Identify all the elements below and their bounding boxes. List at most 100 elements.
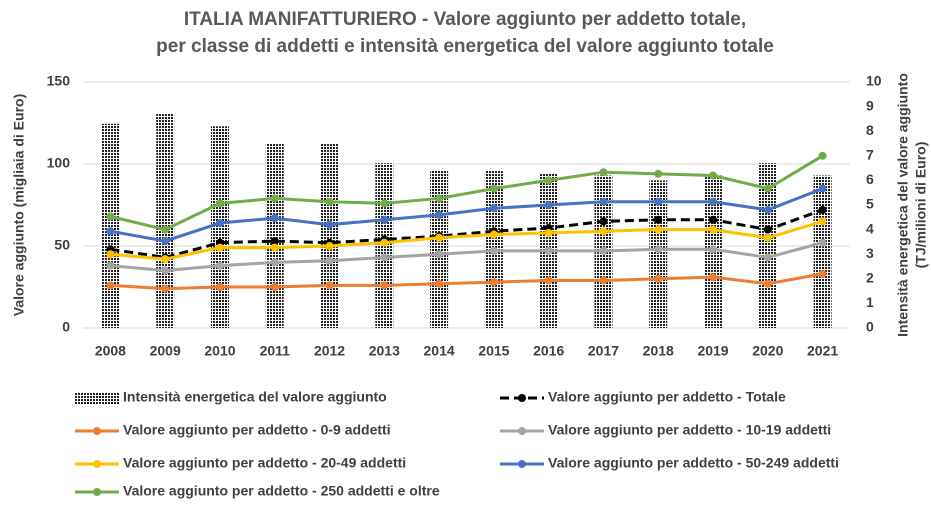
y-tick-label: 50 (54, 237, 70, 253)
bar (101, 123, 120, 328)
x-tick-label: 2009 (150, 343, 181, 359)
point (763, 225, 772, 234)
point (818, 238, 827, 247)
point (270, 243, 279, 252)
bar (210, 126, 229, 328)
point (215, 283, 224, 291)
point (270, 194, 279, 203)
bar (156, 113, 175, 328)
point (380, 253, 389, 262)
point (599, 168, 608, 177)
point (818, 217, 827, 226)
point (215, 219, 224, 228)
point (818, 205, 827, 214)
point (654, 169, 663, 178)
legend-marker (518, 460, 526, 468)
y2-tick-label: 10 (866, 73, 882, 89)
x-tick-label: 2019 (697, 343, 728, 359)
point (544, 201, 553, 209)
legend-swatch (75, 392, 119, 404)
point (161, 284, 170, 293)
legend-label: Valore aggiunto per addetto - Totale (548, 389, 786, 405)
bar (649, 180, 668, 328)
point (709, 215, 718, 224)
point (161, 237, 170, 246)
y-axis-title: Valore aggiunto (migliaia di Euro) (11, 94, 27, 316)
legend-marker (93, 427, 101, 435)
point (435, 279, 444, 288)
bar (265, 143, 284, 328)
x-tick-label: 2016 (533, 343, 564, 359)
point (489, 230, 498, 239)
point (489, 246, 498, 255)
y2-tick-label: 1 (866, 294, 874, 310)
point (544, 246, 553, 255)
legend-label: Valore aggiunto per addetto - 10-19 adde… (548, 422, 831, 438)
legend-label: Valore aggiunto per addetto - 20-49 adde… (123, 455, 406, 471)
x-tick-label: 2010 (204, 343, 235, 359)
point (161, 225, 170, 234)
point (380, 215, 389, 224)
y2-tick-label: 9 (866, 97, 874, 113)
legend-marker (93, 488, 101, 496)
point (325, 197, 334, 206)
point (544, 228, 553, 237)
y2-tick-label: 5 (866, 196, 874, 212)
point (599, 197, 608, 206)
point (435, 233, 444, 242)
point (709, 225, 718, 234)
point (654, 245, 663, 254)
point (325, 281, 334, 290)
bar (320, 143, 339, 328)
point (544, 276, 553, 285)
point (215, 243, 224, 252)
point (380, 199, 389, 208)
point (161, 255, 170, 264)
legend-label: Intensità energetica del valore aggiunto (123, 389, 387, 405)
point (818, 151, 827, 160)
x-tick-label: 2008 (95, 343, 126, 359)
legend-label: Valore aggiunto per addetto - 250 addett… (123, 483, 440, 499)
point (325, 256, 334, 265)
legend-label: Valore aggiunto per addetto - 50-249 add… (548, 455, 839, 471)
x-tick-label: 2015 (478, 343, 509, 359)
x-tick-label: 2013 (369, 343, 400, 359)
x-tick-label: 2012 (314, 343, 345, 359)
x-tick-label: 2017 (588, 343, 619, 359)
point (763, 279, 772, 288)
point (161, 266, 170, 275)
legend-marker (93, 460, 101, 468)
point (325, 242, 334, 250)
point (489, 204, 498, 213)
bar (758, 163, 777, 328)
y-tick-label: 0 (62, 319, 70, 335)
point (709, 197, 718, 206)
line (110, 272, 823, 291)
point (106, 227, 115, 236)
point (380, 238, 389, 247)
x-tick-label: 2011 (260, 343, 291, 359)
legend-marker (518, 427, 526, 435)
point (763, 233, 772, 242)
point (818, 269, 827, 278)
point (106, 261, 115, 270)
point (654, 274, 663, 283)
point (763, 253, 772, 262)
point (270, 237, 279, 246)
point (599, 276, 608, 285)
point (599, 217, 608, 226)
point (270, 283, 279, 291)
point (215, 261, 224, 270)
y2-tick-label: 3 (866, 245, 874, 261)
line (110, 154, 824, 232)
bar (813, 175, 832, 328)
chart-title: per classe di addetti e intensità energe… (156, 36, 774, 57)
y2-tick-label: 4 (866, 220, 874, 236)
point (489, 278, 498, 287)
point (215, 199, 224, 208)
y-tick-label: 150 (47, 73, 71, 89)
point (380, 281, 389, 290)
point (763, 184, 772, 193)
x-tick-label: 2020 (752, 343, 783, 359)
point (599, 227, 608, 236)
